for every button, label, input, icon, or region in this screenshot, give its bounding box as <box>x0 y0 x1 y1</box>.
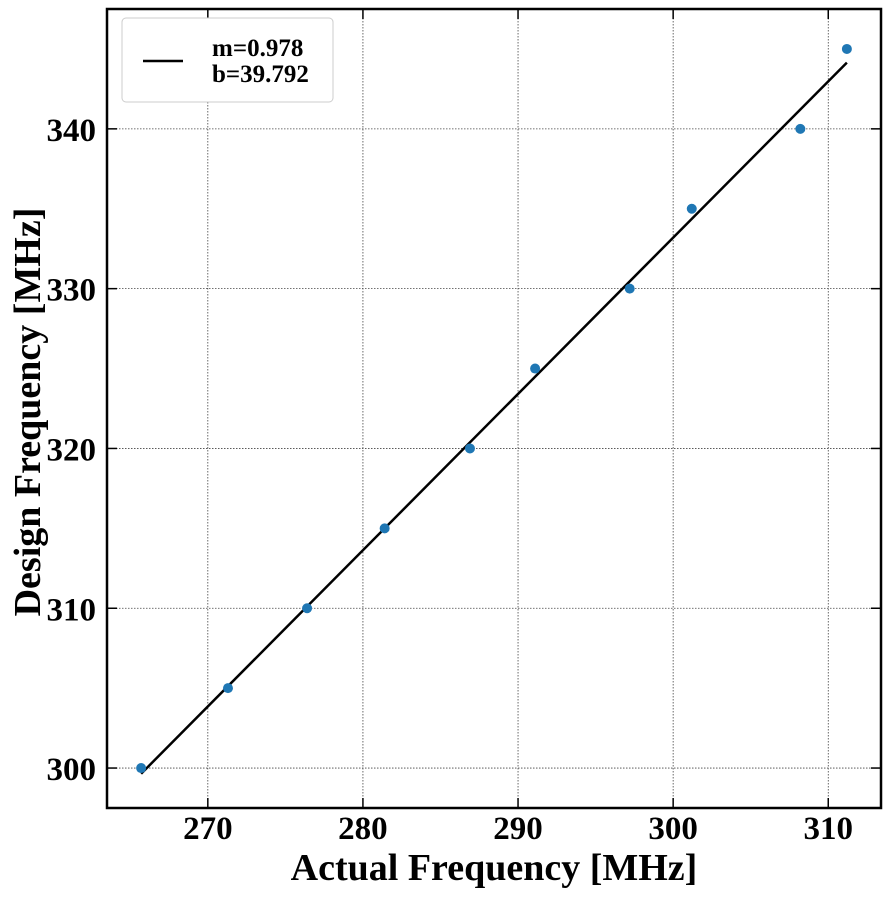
fit-line-group <box>140 61 848 775</box>
y-tick-label: 340 <box>47 113 97 149</box>
data-point <box>222 683 233 694</box>
data-point <box>379 523 390 534</box>
y-tick-label: 320 <box>47 432 97 468</box>
legend-box <box>121 17 334 103</box>
x-tick-label: 300 <box>648 811 698 847</box>
data-point <box>795 123 806 134</box>
y-tick-label: 330 <box>47 273 97 309</box>
data-point <box>136 763 147 774</box>
data-point <box>302 603 313 614</box>
y-axis-title: Design Frequency [MHz] <box>7 208 49 617</box>
data-points <box>136 43 852 774</box>
x-tick-label: 270 <box>183 811 233 847</box>
grid <box>107 9 881 808</box>
plot-background <box>107 9 881 808</box>
ticks <box>107 9 881 808</box>
legend-label-slope: m=0.978 <box>212 35 303 62</box>
y-tick-label: 300 <box>47 752 97 788</box>
y-tick-labels: 300 310 320 330 340 <box>47 113 97 788</box>
data-point <box>841 43 852 54</box>
x-tick-label: 310 <box>804 811 854 847</box>
data-point <box>530 363 541 374</box>
fit-line <box>140 61 848 775</box>
x-tick-label: 290 <box>493 811 543 847</box>
data-point <box>624 283 635 294</box>
x-axis-title: Actual Frequency [MHz] <box>291 847 698 889</box>
data-point <box>686 203 697 214</box>
legend: m=0.978 b=39.792 <box>121 17 334 103</box>
x-tick-label: 280 <box>338 811 388 847</box>
plot-frame <box>105 7 883 810</box>
x-tick-labels: 270 280 290 300 310 <box>183 811 853 847</box>
data-point <box>464 443 475 454</box>
y-tick-label: 310 <box>47 592 97 628</box>
legend-label-intercept: b=39.792 <box>212 61 309 88</box>
